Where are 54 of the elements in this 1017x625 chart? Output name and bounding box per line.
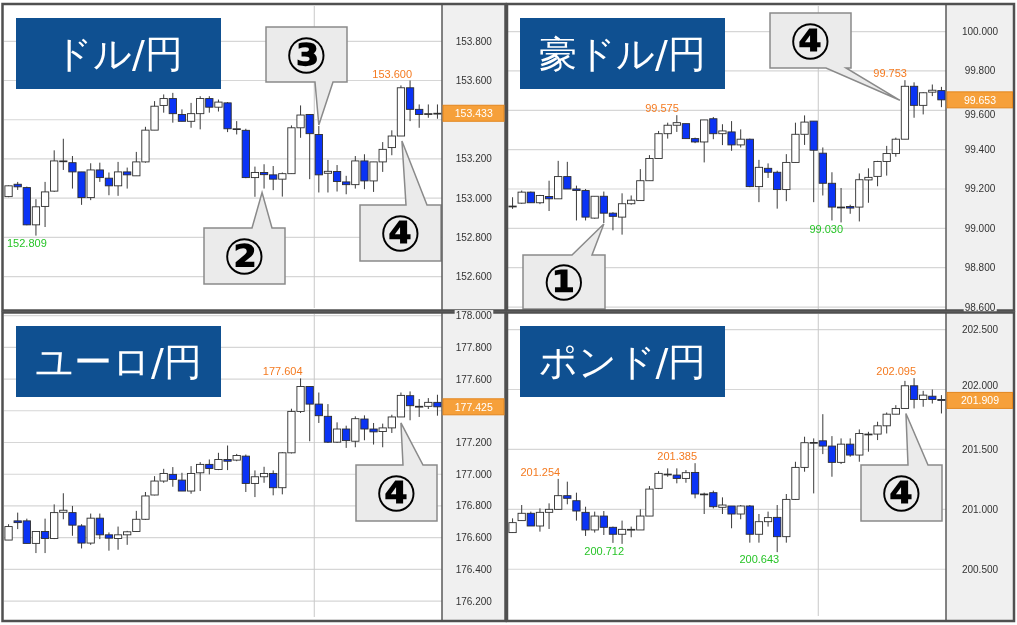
annotation: 200.712 — [584, 544, 625, 557]
y-tick-label: 153.800 — [455, 35, 493, 47]
text: 豪ドル/円 — [539, 32, 706, 76]
text: 177.425 — [454, 400, 493, 413]
y-tick-label: 99.000 — [964, 222, 996, 234]
annotation: 201.385 — [657, 450, 698, 463]
text: ポンド/円 — [538, 340, 707, 384]
y-tick-label: 99.200 — [964, 183, 996, 195]
y-tick-label: 176.200 — [455, 595, 493, 607]
annotation: 152.809 — [7, 236, 47, 249]
y-tick-label: 177.800 — [455, 341, 493, 353]
annotation: 177.604 — [262, 365, 303, 378]
annotation: 153.600 — [372, 67, 413, 80]
y-tick-label: 176.800 — [455, 500, 493, 512]
y-tick-label: 201.500 — [961, 443, 999, 455]
y-tick-label: 201.000 — [961, 503, 999, 515]
y-tick-label: 99.600 — [964, 109, 996, 121]
y-tick-label: 202.000 — [961, 379, 999, 391]
annotation: ④ — [880, 465, 923, 523]
y-tick-label: 177.600 — [455, 373, 493, 385]
annotation: ① — [542, 254, 586, 312]
y-tick-label: 153.200 — [455, 153, 493, 165]
y-tick-label: 153.000 — [455, 192, 493, 204]
y-tick-label: 178.000 — [455, 310, 493, 322]
y-tick-label: 99.400 — [964, 144, 996, 156]
annotation: 202.095 — [876, 365, 917, 378]
y-tick-label: 99.800 — [964, 65, 996, 77]
y-tick-label: 176.600 — [455, 532, 493, 544]
annotation: 99.575 — [645, 102, 679, 115]
y-tick-label: 98.800 — [964, 262, 996, 274]
y-tick-label: 152.600 — [455, 271, 493, 283]
y-tick-label: 100.000 — [961, 26, 999, 38]
text: 99.653 — [963, 93, 997, 106]
annotation: 200.643 — [739, 553, 780, 566]
text: 201.909 — [961, 394, 1000, 407]
annotation: ④ — [379, 205, 422, 263]
y-tick-label: 177.200 — [455, 437, 493, 448]
y-tick-label: 200.500 — [961, 563, 999, 575]
y-tick-label: 177.000 — [455, 468, 493, 480]
y-tick-label: 98.600 — [964, 301, 996, 313]
y-tick-label: 152.800 — [455, 231, 493, 243]
annotation: ③ — [285, 26, 328, 85]
text: ドル/円 — [54, 32, 183, 76]
y-tick-label: 176.400 — [455, 563, 493, 575]
annotation: 99.030 — [809, 223, 844, 236]
y-tick-label: 202.500 — [961, 324, 999, 336]
annotation: ④ — [375, 465, 418, 523]
text: 153.433 — [454, 107, 493, 120]
annotation: 201.254 — [520, 465, 561, 478]
text: ユーロ/円 — [35, 340, 202, 384]
annotation: 99.753 — [873, 67, 907, 80]
annotation: ② — [223, 228, 266, 286]
y-tick-label: 153.600 — [455, 75, 493, 87]
annotation: ④ — [789, 12, 832, 71]
